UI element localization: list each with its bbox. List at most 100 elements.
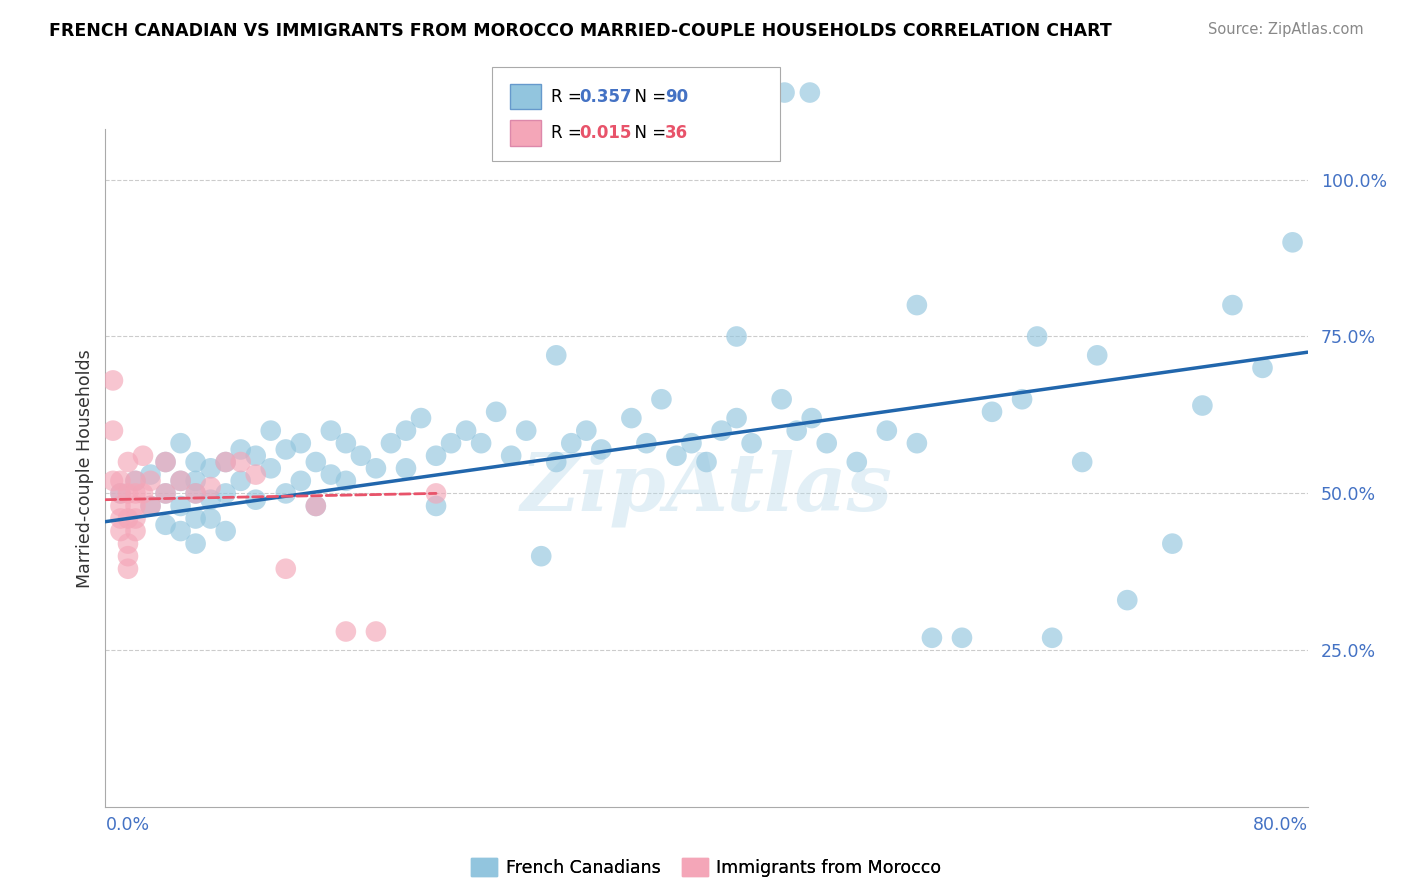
Point bbox=[1116, 593, 1139, 607]
Point bbox=[530, 549, 553, 564]
Point bbox=[155, 455, 177, 469]
Point bbox=[501, 449, 523, 463]
Point bbox=[1191, 399, 1213, 413]
Point bbox=[169, 499, 191, 513]
Legend: French Canadians, Immigrants from Morocco: French Canadians, Immigrants from Morocc… bbox=[471, 858, 942, 877]
Point bbox=[981, 405, 1004, 419]
Point bbox=[155, 486, 177, 500]
Point bbox=[1251, 360, 1274, 375]
Text: ZipAtlas: ZipAtlas bbox=[520, 450, 893, 527]
Point bbox=[335, 474, 357, 488]
Point bbox=[101, 424, 124, 438]
Point bbox=[139, 467, 162, 482]
Text: FRENCH CANADIAN VS IMMIGRANTS FROM MOROCCO MARRIED-COUPLE HOUSEHOLDS CORRELATION: FRENCH CANADIAN VS IMMIGRANTS FROM MOROC… bbox=[49, 22, 1112, 40]
Point bbox=[214, 524, 236, 538]
Point bbox=[124, 474, 146, 488]
Point bbox=[274, 562, 297, 576]
Text: N =: N = bbox=[624, 87, 672, 106]
Point bbox=[773, 86, 796, 100]
Point bbox=[117, 486, 139, 500]
Point bbox=[380, 436, 402, 450]
Point bbox=[1281, 235, 1303, 250]
Point bbox=[184, 536, 207, 550]
Text: R =: R = bbox=[551, 124, 588, 142]
Point bbox=[245, 492, 267, 507]
Point bbox=[139, 499, 162, 513]
Point bbox=[110, 474, 132, 488]
Point bbox=[950, 631, 973, 645]
Text: 0.0%: 0.0% bbox=[105, 816, 149, 834]
Y-axis label: Married-couple Households: Married-couple Households bbox=[76, 349, 94, 588]
Point bbox=[681, 436, 703, 450]
Point bbox=[591, 442, 613, 457]
Point bbox=[305, 499, 328, 513]
Point bbox=[546, 348, 568, 362]
Point bbox=[800, 411, 823, 425]
Point bbox=[364, 624, 387, 639]
Point bbox=[124, 524, 146, 538]
Text: 0.015: 0.015 bbox=[579, 124, 631, 142]
Point bbox=[274, 486, 297, 500]
Point bbox=[200, 511, 222, 525]
Point bbox=[155, 455, 177, 469]
Text: 36: 36 bbox=[665, 124, 688, 142]
Point bbox=[290, 436, 312, 450]
Point bbox=[184, 486, 207, 500]
Point bbox=[117, 549, 139, 564]
Point bbox=[200, 480, 222, 494]
Point bbox=[1161, 536, 1184, 550]
Text: 80.0%: 80.0% bbox=[1253, 816, 1308, 834]
Point bbox=[214, 486, 236, 500]
Point bbox=[741, 436, 763, 450]
Point bbox=[395, 461, 418, 475]
Point bbox=[169, 474, 191, 488]
Point bbox=[905, 298, 928, 312]
Point bbox=[139, 499, 162, 513]
Point bbox=[485, 405, 508, 419]
Point bbox=[184, 474, 207, 488]
Point bbox=[815, 436, 838, 450]
Point bbox=[184, 486, 207, 500]
Point bbox=[905, 436, 928, 450]
Point bbox=[155, 486, 177, 500]
Point bbox=[290, 474, 312, 488]
Point bbox=[124, 511, 146, 525]
Point bbox=[101, 373, 124, 387]
Point bbox=[665, 449, 688, 463]
Point bbox=[696, 455, 718, 469]
Point bbox=[1071, 455, 1094, 469]
Point bbox=[101, 474, 124, 488]
Point bbox=[124, 474, 146, 488]
Point bbox=[155, 517, 177, 532]
Point bbox=[409, 411, 432, 425]
Text: Source: ZipAtlas.com: Source: ZipAtlas.com bbox=[1208, 22, 1364, 37]
Point bbox=[425, 486, 447, 500]
Point bbox=[132, 486, 155, 500]
Point bbox=[184, 455, 207, 469]
Point bbox=[110, 486, 132, 500]
Point bbox=[725, 329, 748, 343]
Point bbox=[845, 455, 868, 469]
Point bbox=[110, 524, 132, 538]
Point bbox=[335, 436, 357, 450]
Point bbox=[319, 424, 342, 438]
Point bbox=[260, 461, 283, 475]
Point bbox=[260, 424, 283, 438]
Text: R =: R = bbox=[551, 87, 588, 106]
Point bbox=[200, 492, 222, 507]
Point bbox=[229, 442, 252, 457]
Point bbox=[546, 455, 568, 469]
Point bbox=[110, 499, 132, 513]
Point bbox=[335, 624, 357, 639]
Point bbox=[117, 562, 139, 576]
Point bbox=[169, 436, 191, 450]
Point bbox=[117, 455, 139, 469]
Point bbox=[440, 436, 463, 450]
Point bbox=[515, 424, 537, 438]
Point bbox=[575, 424, 598, 438]
Point bbox=[169, 474, 191, 488]
Point bbox=[425, 499, 447, 513]
Point bbox=[124, 499, 146, 513]
Point bbox=[364, 461, 387, 475]
Point bbox=[725, 411, 748, 425]
